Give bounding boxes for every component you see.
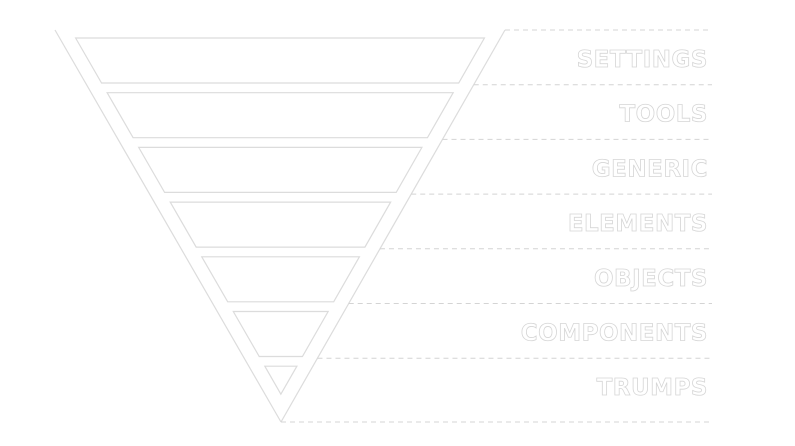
layer-label-tools: TOOLS: [619, 102, 708, 128]
guide-lines: [281, 29, 712, 423]
layer-band-elements: [169, 201, 392, 248]
layer-labels: SETTINGS TOOLS GENERIC ELEMENTS OBJECTS COMPO…: [520, 47, 708, 402]
outer-triangle: [54, 29, 506, 423]
layer-band-objects: [200, 256, 361, 303]
layer-label-components: COMPONENTS: [521, 321, 708, 347]
layer-label-elements: ELEMENTS: [568, 211, 708, 237]
layers-group: [74, 37, 486, 396]
layer-band-trumps: [263, 365, 298, 396]
layer-band-settings: [74, 37, 486, 84]
layer-label-settings: SETTINGS: [577, 47, 708, 73]
layer-label-trumps: TRUMPS: [597, 375, 708, 401]
layer-band-components: [232, 310, 330, 358]
layer-band-generic: [137, 146, 423, 193]
layer-label-objects: OBJECTS: [594, 266, 708, 292]
outer-triangle-left-edge: [54, 29, 282, 423]
layer-band-tools: [106, 92, 455, 139]
outer-triangle-right-edge: [280, 29, 506, 423]
layer-label-generic: GENERIC: [592, 156, 708, 182]
